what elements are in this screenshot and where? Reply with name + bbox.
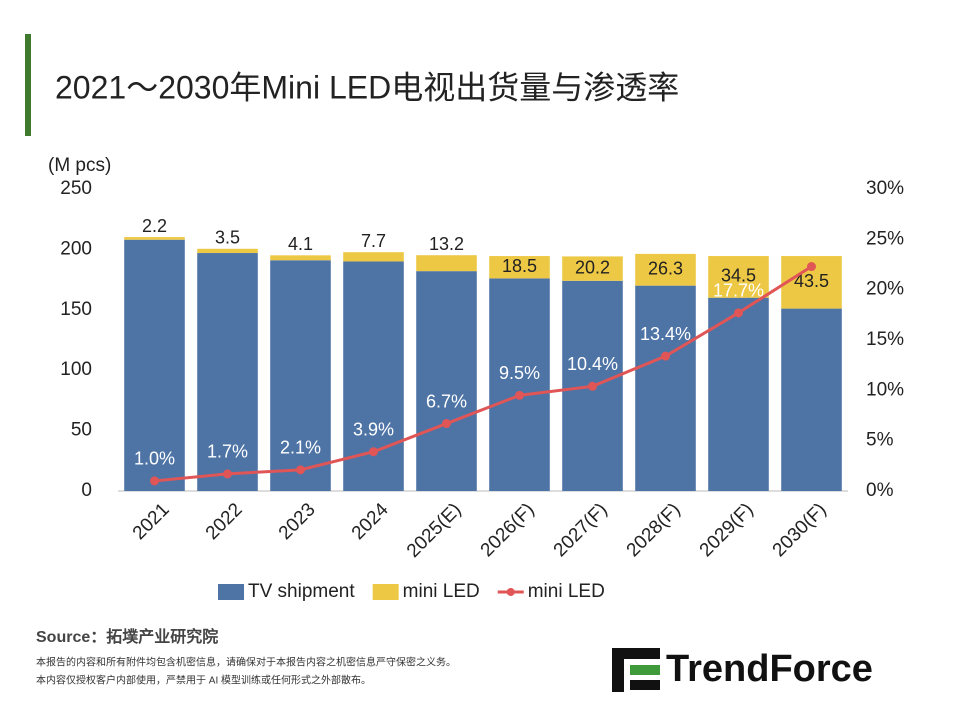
bar	[489, 256, 550, 279]
value-label: 7.7	[361, 231, 386, 251]
y-tick-label: 100	[60, 359, 92, 380]
value-label: 3.5	[215, 228, 240, 248]
y-tick-label: 250	[60, 178, 92, 199]
value-label: 13.4%	[640, 324, 691, 344]
note: 本内容仅授权客户内部使用，严禁用于 AI 模型训练或任何形式之外部散布。	[36, 674, 371, 687]
point	[734, 308, 743, 318]
legend-swatch	[506, 588, 515, 596]
source: Source：拓墣产业研究院	[36, 627, 218, 646]
value-label: 9.5%	[499, 363, 540, 383]
bar	[197, 248, 258, 254]
legend-label: TV shipment	[248, 581, 355, 602]
point	[442, 419, 451, 429]
legend-label: mini LED	[528, 581, 605, 602]
value-label: 18.5	[502, 256, 537, 276]
y2-tick-label: 30%	[866, 178, 904, 199]
bar	[635, 285, 696, 491]
value-label: 26.3	[648, 259, 683, 279]
bar	[489, 278, 550, 491]
x-tick-label: 2026(F)	[477, 499, 539, 561]
value-label: 22.3%	[786, 234, 837, 254]
note: 本报告的内容和所有附件均包含机密信息，请确保对于本报告内容之机密信息严守保密之义…	[36, 656, 456, 669]
value-label: 2.1%	[280, 438, 321, 458]
y2-tick-label: 5%	[866, 430, 894, 451]
y-tick-label: 150	[60, 299, 92, 320]
legend-swatch	[218, 584, 244, 600]
value-label: 43.5	[794, 271, 829, 291]
value-label: 20.2	[575, 257, 610, 277]
bar	[635, 253, 696, 286]
y2-tick-label: 10%	[866, 379, 904, 400]
value-label: 17.7%	[713, 281, 764, 301]
value-label: 3.9%	[353, 419, 394, 439]
value-label: 1.0%	[134, 449, 175, 469]
point	[515, 390, 524, 400]
x-tick-label: 2030(F)	[769, 499, 831, 561]
value-label: 1.7%	[207, 442, 248, 462]
bar	[343, 252, 404, 262]
point	[588, 381, 597, 391]
x-tick-label: 2029(F)	[696, 499, 758, 561]
bar	[197, 253, 258, 491]
bar	[270, 260, 331, 491]
y2-tick-label: 15%	[866, 329, 904, 350]
bar	[708, 297, 769, 491]
y2-tick-label: 20%	[866, 279, 904, 300]
point	[661, 351, 670, 361]
value-label: 13.2	[429, 234, 464, 254]
bar	[124, 237, 185, 240]
logo-icon	[612, 648, 660, 692]
y-tick-label: 0	[81, 480, 92, 501]
point	[150, 476, 159, 486]
value-label: 34.5	[721, 266, 756, 286]
y2-tick-label: 0%	[866, 480, 894, 501]
legend-swatch	[372, 584, 399, 600]
value-label: 6.7%	[426, 391, 467, 411]
point	[223, 469, 232, 479]
value-label: 10.4%	[567, 354, 618, 374]
bar	[416, 271, 477, 491]
y2-tick-label: 25%	[866, 228, 904, 249]
y-unit: (M pcs)	[48, 155, 111, 176]
line	[154, 265, 813, 483]
bar	[416, 255, 477, 272]
y-tick-label: 50	[71, 420, 92, 441]
value-label: 4.1	[288, 234, 313, 254]
bar	[781, 308, 842, 491]
x-tick-label: 2021	[129, 499, 174, 544]
x-tick-label: 2023	[275, 499, 320, 544]
value-label: 2.2	[142, 216, 167, 236]
y-tick-label: 200	[60, 238, 92, 259]
bar	[562, 256, 623, 281]
bar	[708, 256, 769, 298]
point	[369, 447, 378, 457]
bar	[270, 255, 331, 261]
point	[296, 465, 305, 475]
x-tick-label: 2028(F)	[623, 499, 685, 561]
legend-label: mini LED	[403, 581, 480, 602]
logo-text: TrendForce	[666, 648, 873, 690]
title-accent	[25, 34, 31, 136]
x-tick-label: 2027(F)	[550, 499, 612, 561]
point	[807, 262, 816, 272]
bar	[124, 239, 185, 491]
x-tick-label: 2022	[202, 499, 247, 544]
x-tick-label: 2024	[348, 499, 393, 544]
chart-title: 2021～2030年Mini LED电视出货量与渗透率	[55, 69, 679, 105]
x-tick-label: 2025(E)	[403, 499, 466, 562]
